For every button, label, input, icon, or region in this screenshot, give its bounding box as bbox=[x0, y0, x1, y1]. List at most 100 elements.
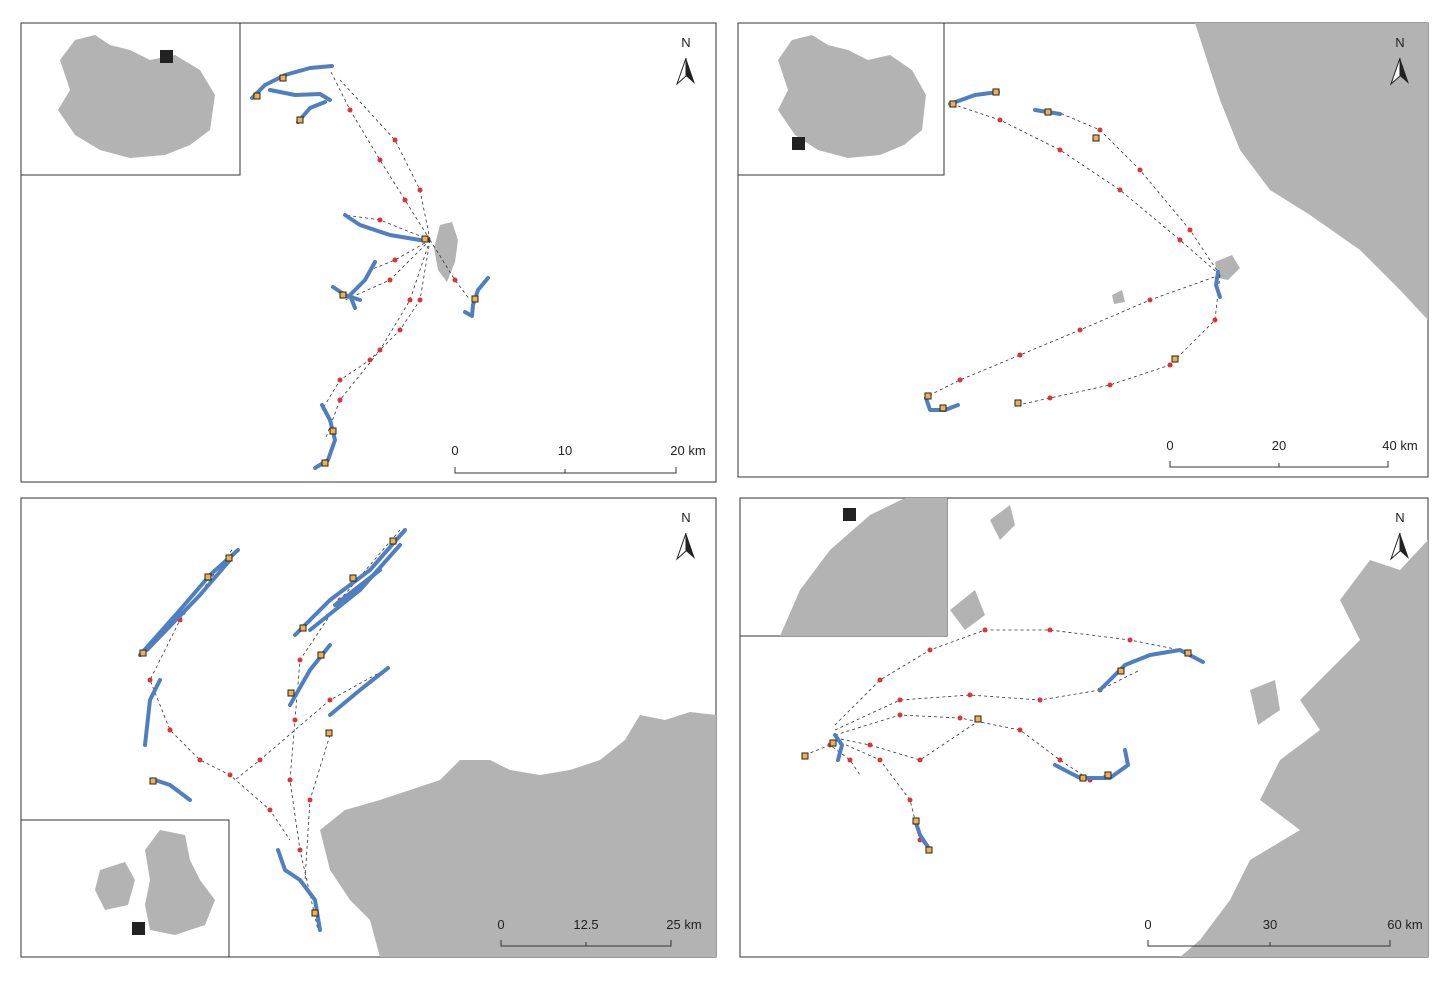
track-line bbox=[333, 568, 382, 607]
shape bbox=[924, 392, 932, 400]
shape bbox=[279, 74, 287, 82]
shape bbox=[801, 752, 809, 760]
shape bbox=[471, 295, 479, 303]
shape bbox=[225, 554, 233, 562]
north-label: N bbox=[1395, 510, 1404, 525]
land-or-symbol bbox=[1195, 23, 1428, 320]
track-line bbox=[834, 669, 1141, 731]
land-or-symbol bbox=[780, 498, 947, 636]
shape bbox=[321, 459, 329, 467]
track-line bbox=[954, 104, 1221, 276]
shape bbox=[421, 235, 429, 243]
scale-label: 40 km bbox=[1382, 438, 1417, 453]
shape bbox=[939, 404, 947, 412]
shape bbox=[253, 92, 261, 100]
track-line bbox=[145, 558, 232, 652]
scale-label: 60 km bbox=[1387, 917, 1422, 932]
land-or-symbol bbox=[95, 862, 135, 910]
scale-label: 0 bbox=[497, 917, 504, 932]
track-line bbox=[834, 719, 981, 763]
scale-label: 0 bbox=[1166, 438, 1173, 453]
shape bbox=[132, 922, 145, 935]
track-line bbox=[1059, 112, 1221, 276]
north-label: N bbox=[1395, 35, 1404, 50]
track-line bbox=[1214, 270, 1222, 299]
track-line bbox=[343, 213, 422, 242]
track-line bbox=[1017, 274, 1221, 406]
land-or-symbol bbox=[320, 712, 716, 957]
track-line bbox=[234, 667, 389, 781]
track-line bbox=[369, 239, 431, 271]
map-panel: N 0 12.5 25 km bbox=[20, 497, 717, 958]
track-line bbox=[833, 733, 844, 762]
map-panel: N 0 10 20 km bbox=[20, 22, 717, 483]
shape bbox=[325, 729, 333, 737]
land-or-symbol bbox=[454, 467, 677, 474]
track-line bbox=[304, 734, 331, 881]
track-line bbox=[834, 712, 1126, 783]
shape bbox=[792, 137, 805, 150]
land-or-symbol bbox=[500, 940, 672, 947]
shape bbox=[829, 739, 837, 747]
scale-label: 10 bbox=[558, 443, 572, 458]
track-line bbox=[143, 678, 162, 747]
scale-label: 20 bbox=[1272, 438, 1286, 453]
track-line bbox=[834, 627, 1181, 726]
shape bbox=[389, 537, 397, 545]
shape bbox=[287, 689, 295, 697]
land-or-symbol bbox=[434, 222, 458, 282]
shape bbox=[1014, 399, 1022, 407]
land-or-symbol bbox=[1215, 255, 1240, 280]
scale-label: 20 km bbox=[670, 443, 705, 458]
shape bbox=[317, 651, 325, 659]
track-line bbox=[948, 90, 1000, 106]
shape bbox=[1171, 355, 1179, 363]
scale-label: 0 bbox=[451, 443, 458, 458]
track-line bbox=[138, 548, 240, 657]
track-line bbox=[153, 778, 192, 802]
shape bbox=[296, 116, 304, 124]
shape bbox=[974, 715, 982, 723]
land-or-symbol bbox=[778, 35, 926, 158]
scale-label: 25 km bbox=[666, 917, 701, 932]
track-line bbox=[348, 260, 377, 310]
shape bbox=[329, 427, 337, 435]
shape bbox=[1184, 649, 1192, 657]
track-line bbox=[308, 543, 402, 632]
track-line bbox=[293, 528, 407, 637]
track-line bbox=[913, 818, 932, 852]
shape bbox=[912, 817, 920, 825]
scale-label: 12.5 bbox=[573, 917, 598, 932]
track-line bbox=[268, 88, 332, 102]
shape bbox=[160, 50, 173, 63]
track-line bbox=[147, 549, 291, 841]
land-or-symbol bbox=[1147, 940, 1391, 947]
land-or-symbol bbox=[950, 590, 985, 630]
shape bbox=[949, 100, 957, 108]
land-or-symbol bbox=[905, 540, 935, 620]
shape bbox=[339, 291, 347, 299]
shape bbox=[311, 909, 319, 917]
track-line bbox=[321, 239, 431, 411]
shape bbox=[1079, 774, 1087, 782]
track-line bbox=[329, 69, 431, 241]
north-label: N bbox=[681, 510, 690, 525]
land-or-symbol bbox=[58, 35, 215, 158]
track-line bbox=[924, 396, 960, 412]
track-line bbox=[463, 276, 490, 318]
north-label: N bbox=[681, 35, 690, 50]
track-line bbox=[344, 239, 431, 301]
shape bbox=[139, 649, 147, 657]
track-line bbox=[324, 239, 431, 441]
land-or-symbol bbox=[1250, 680, 1280, 725]
land-or-symbol bbox=[1370, 650, 1428, 720]
track-line bbox=[804, 742, 861, 776]
scale-label: 0 bbox=[1144, 917, 1151, 932]
shape bbox=[843, 508, 856, 521]
shape bbox=[992, 88, 1000, 96]
scale-label: 30 bbox=[1263, 917, 1277, 932]
shape bbox=[299, 624, 307, 632]
map-panel: N 0 30 60 km bbox=[739, 497, 1429, 958]
shape bbox=[1092, 134, 1100, 142]
